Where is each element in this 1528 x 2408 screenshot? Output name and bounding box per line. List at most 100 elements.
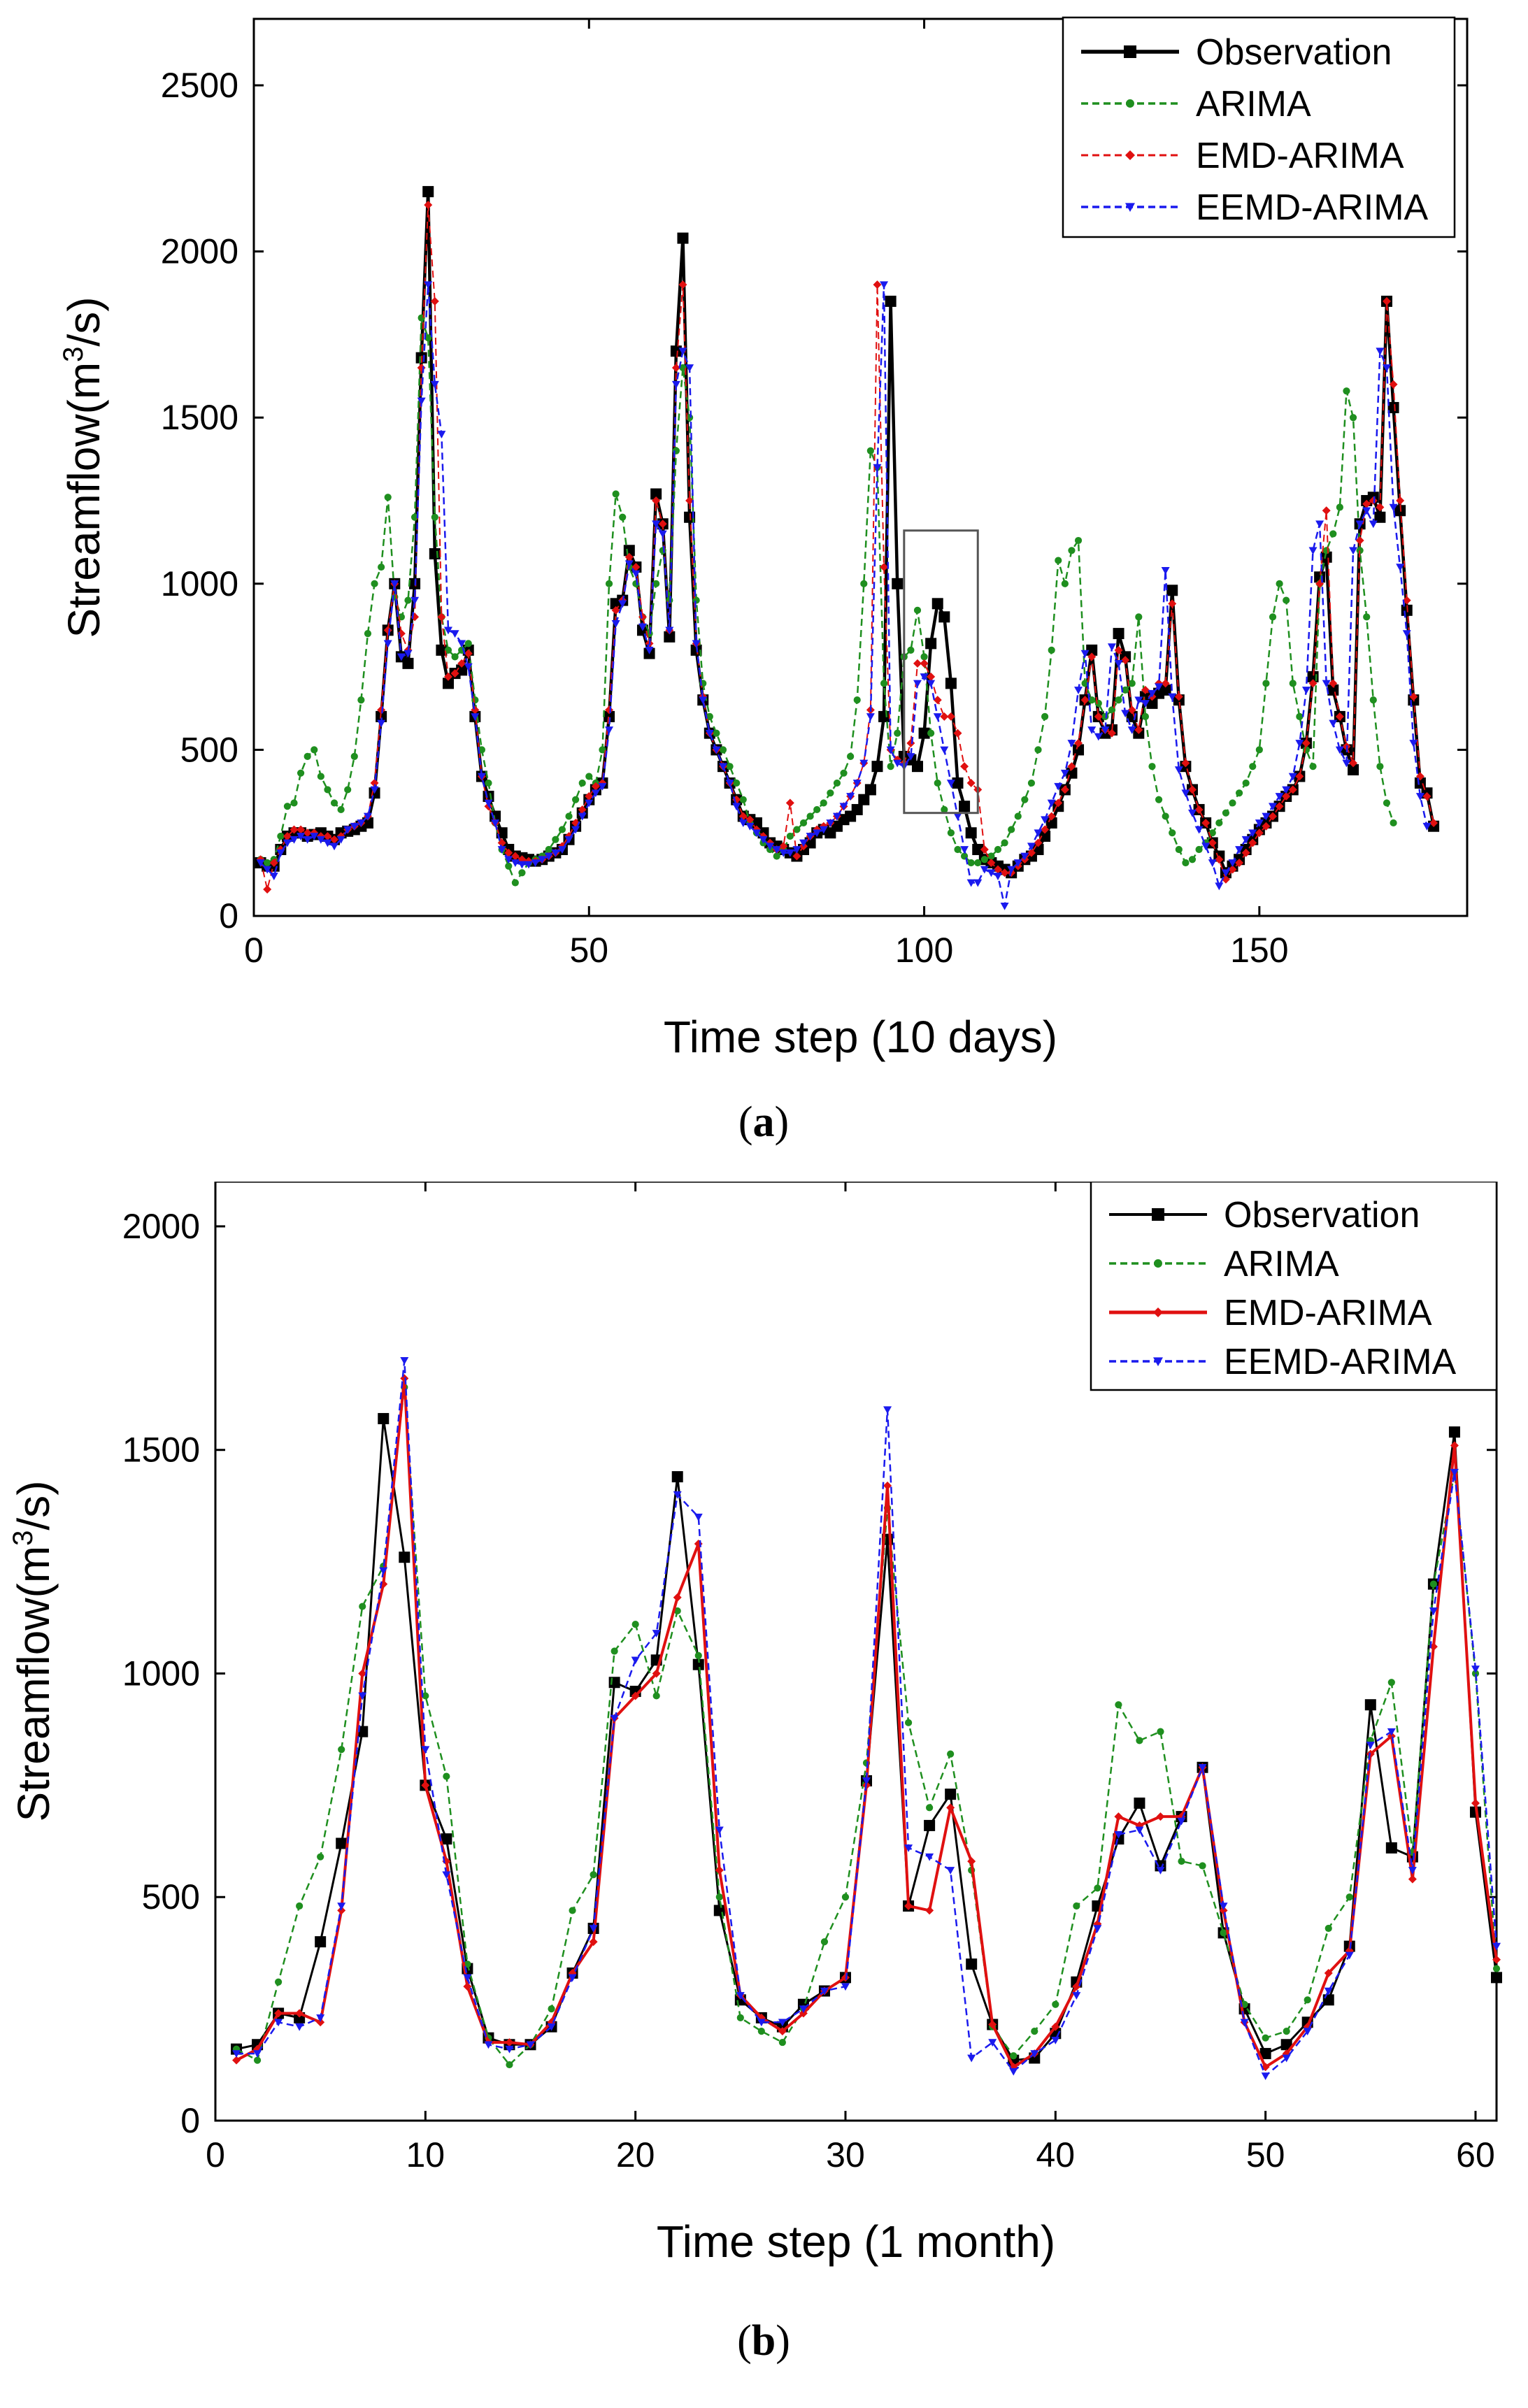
- data-point-arima: [631, 1621, 639, 1628]
- data-point-arima: [290, 799, 298, 807]
- data-point-eemd-arima: [357, 819, 366, 827]
- legend-marker-arima: [1126, 99, 1134, 108]
- legend-marker-emd-arima: [1125, 150, 1135, 160]
- data-point-eemd-arima: [591, 789, 600, 798]
- data-point-eemd-arima: [960, 846, 969, 854]
- data-point-emd-arima: [1262, 822, 1271, 831]
- data-point-observation: [965, 827, 977, 839]
- data-point-arima: [1081, 680, 1089, 687]
- series-arima: [257, 314, 1397, 887]
- y-axis-label: Streamflow(m3/s): [58, 296, 109, 638]
- data-point-eemd-arima: [1450, 1468, 1459, 1477]
- data-point-eemd-arima: [1429, 1607, 1438, 1615]
- data-point-arima: [253, 2056, 262, 2064]
- data-point-arima: [1255, 746, 1263, 754]
- panel-caption-close: ): [776, 2317, 790, 2365]
- data-point-eemd-arima: [404, 650, 413, 658]
- data-point-emd-arima: [589, 1937, 598, 1947]
- legend-label-eemd-arima: EEMD-ARIMA: [1196, 187, 1429, 228]
- panel-caption: (a): [738, 1098, 789, 1146]
- data-point-emd-arima: [1041, 825, 1050, 834]
- data-point-eemd-arima: [940, 746, 949, 754]
- data-point-eemd-arima: [1094, 733, 1103, 741]
- data-point-emd-arima: [505, 2038, 514, 2047]
- data-point-eemd-arima: [826, 819, 835, 827]
- data-point-eemd-arima: [1235, 846, 1244, 854]
- data-point-arima: [310, 746, 318, 754]
- data-point-eemd-arima: [1324, 1987, 1333, 1995]
- data-point-arima: [987, 852, 995, 860]
- data-point-emd-arima: [779, 842, 788, 851]
- y-tick-label: 0: [219, 896, 238, 936]
- data-point-emd-arima: [685, 496, 694, 506]
- data-point-eemd-arima: [718, 763, 727, 771]
- data-point-eemd-arima: [1315, 520, 1324, 529]
- data-point-arima: [283, 803, 292, 810]
- data-point-eemd-arima: [538, 856, 547, 864]
- series-eemd-arima: [232, 1357, 1501, 2081]
- data-point-observation: [1491, 1972, 1502, 1984]
- data-point-emd-arima: [1072, 1982, 1081, 1991]
- legend-marker-observation: [1152, 1208, 1164, 1221]
- data-point-observation: [1322, 1994, 1334, 2006]
- data-point-emd-arima: [933, 696, 942, 705]
- data-point-eemd-arima: [323, 839, 332, 847]
- data-point-arima: [578, 779, 586, 787]
- x-tick-label: 60: [1456, 2135, 1495, 2174]
- highlight-box: [903, 529, 979, 815]
- data-point-emd-arima: [1074, 738, 1083, 747]
- data-point-eemd-arima: [1101, 726, 1110, 734]
- data-point-eemd-arima: [652, 1630, 661, 1637]
- data-point-observation: [918, 727, 930, 739]
- data-point-eemd-arima: [866, 713, 875, 721]
- data-point-observation: [878, 710, 890, 722]
- data-point-arima: [424, 334, 432, 342]
- legend-marker-arima: [1154, 1259, 1162, 1268]
- data-point-eemd-arima: [1013, 859, 1022, 867]
- data-point-emd-arima: [757, 2013, 766, 2022]
- data-point-arima: [1262, 680, 1270, 687]
- data-point-eemd-arima: [517, 861, 527, 869]
- data-point-emd-arima: [652, 1669, 661, 1678]
- y-tick-label: 1000: [122, 1654, 200, 1693]
- data-point-emd-arima: [946, 712, 955, 721]
- data-point-arima: [713, 729, 720, 737]
- data-point-arima: [1094, 699, 1102, 707]
- data-point-arima: [1296, 712, 1304, 720]
- y-axis-label-superscript: 3: [58, 347, 89, 362]
- data-point-eemd-arima: [571, 826, 580, 834]
- data-point-observation: [959, 801, 971, 812]
- data-point-arima: [733, 779, 741, 787]
- data-point-eemd-arima: [544, 852, 553, 861]
- data-point-eemd-arima: [752, 829, 761, 838]
- data-point-eemd-arima: [1345, 1951, 1354, 1960]
- data-point-emd-arima: [337, 1906, 346, 1915]
- data-point-emd-arima: [785, 798, 794, 808]
- data-point-observation: [399, 1551, 410, 1563]
- data-point-emd-arima: [678, 280, 687, 289]
- x-tick-label: 40: [1036, 2135, 1075, 2174]
- data-point-eemd-arima: [1134, 696, 1143, 705]
- data-point-eemd-arima: [477, 773, 486, 781]
- data-point-eemd-arima: [1168, 693, 1177, 701]
- data-point-arima: [907, 646, 915, 654]
- data-point-eemd-arima: [1295, 740, 1304, 747]
- data-point-emd-arima: [1248, 838, 1257, 847]
- data-point-emd-arima: [316, 2018, 325, 2027]
- y-axis-label-unit: /s): [59, 296, 109, 346]
- series-line-eemd-arima: [259, 283, 1428, 907]
- data-point-emd-arima: [323, 831, 332, 840]
- data-point-eemd-arima: [505, 2045, 514, 2054]
- x-tick-label: 50: [569, 931, 608, 970]
- data-point-emd-arima: [1376, 503, 1385, 512]
- data-point-eemd-arima: [705, 729, 714, 738]
- data-point-emd-arima: [274, 2009, 283, 2018]
- legend-marker-eemd-arima: [1153, 1357, 1163, 1366]
- data-point-arima: [1249, 763, 1257, 771]
- data-point-eemd-arima: [424, 281, 433, 289]
- data-point-eemd-arima: [443, 626, 452, 635]
- data-point-eemd-arima: [1080, 650, 1090, 658]
- data-point-arima: [652, 580, 660, 587]
- data-point-eemd-arima: [1248, 829, 1257, 838]
- data-point-arima: [364, 629, 372, 638]
